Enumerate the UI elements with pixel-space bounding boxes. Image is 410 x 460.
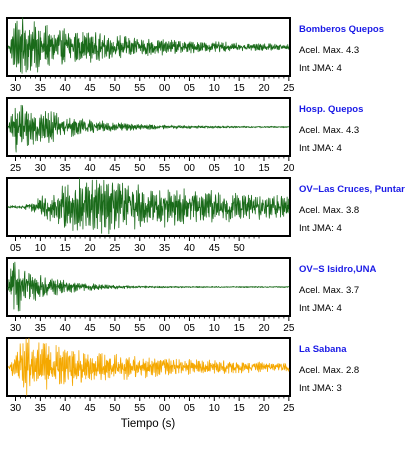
x-tick-label: 40	[60, 83, 72, 94]
x-tick-label: 20	[84, 243, 96, 254]
x-tick-label: 05	[10, 243, 22, 254]
x-tick-label: 30	[35, 163, 47, 174]
max-accel-label: Acel. Max. 3.7	[299, 285, 359, 296]
panel-4: 30 35 40 45 50 55 00 05 10 15 20 25 OV−S Isidro,UNA A…	[6, 257, 376, 334]
waveform-series	[7, 261, 290, 312]
x-tick-label: 15	[234, 403, 246, 414]
x-tick-label: 35	[159, 243, 171, 254]
x-tick-label: 25	[283, 403, 295, 414]
x-tick-label: 25	[10, 163, 22, 174]
x-tick-label: 50	[234, 243, 246, 254]
station-name: Hosp. Quepos	[299, 104, 363, 115]
x-tick-label: 55	[134, 403, 146, 414]
x-tick-label: 20	[258, 83, 270, 94]
x-tick-label: 00	[159, 83, 171, 94]
x-tick-label: 10	[234, 163, 246, 174]
x-tick-label: 25	[283, 83, 295, 94]
x-tick-label: 10	[209, 83, 221, 94]
x-tick-label: 10	[209, 323, 221, 334]
x-tick-label: 15	[234, 323, 246, 334]
panel-frame	[6, 177, 291, 237]
station-name: Bomberos Quepos	[299, 24, 384, 35]
x-tick-label: 40	[84, 163, 96, 174]
waveform-series	[7, 104, 290, 153]
x-tick-label: 25	[283, 323, 295, 334]
x-tick-label: 00	[159, 323, 171, 334]
x-tick-label: 25	[109, 243, 121, 254]
x-tick-label: 35	[35, 323, 47, 334]
x-tick-label: 45	[84, 403, 96, 414]
x-tick-label: 40	[60, 323, 72, 334]
x-tick-label: 10	[35, 243, 47, 254]
x-tick-label: 45	[109, 163, 121, 174]
panel-5: 30 35 40 45 50 55 00 05 10 15 20 25 La Sabana Acel. M…	[6, 337, 359, 414]
panel-2: 25 30 35 40 45 50 55 00 05 10 15 20 Hosp. Quepos Acel…	[6, 97, 363, 174]
x-tick-label: 40	[184, 243, 196, 254]
panel-frame	[6, 257, 291, 317]
x-tick-label: 50	[109, 323, 121, 334]
x-tick-label: 05	[184, 403, 196, 414]
panel-frame	[6, 17, 291, 77]
station-name: OV−Las Cruces, Puntar	[299, 184, 405, 195]
jma-intensity-label: Int JMA: 4	[299, 303, 342, 314]
x-tick-label: 15	[234, 83, 246, 94]
x-tick-label: 05	[209, 163, 221, 174]
waveform-series	[7, 338, 290, 396]
x-tick-label: 20	[258, 403, 270, 414]
jma-intensity-label: Int JMA: 4	[299, 63, 342, 74]
x-tick-label: 30	[10, 403, 22, 414]
max-accel-label: Acel. Max. 3.8	[299, 205, 359, 216]
x-tick-label: 20	[283, 163, 295, 174]
x-tick-label: 20	[258, 323, 270, 334]
panel-frame	[6, 97, 291, 157]
x-tick-label: 00	[159, 403, 171, 414]
x-tick-label: 00	[184, 163, 196, 174]
x-tick-label: 45	[209, 243, 221, 254]
max-accel-label: Acel. Max. 4.3	[299, 45, 359, 56]
x-tick-label: 45	[84, 83, 96, 94]
x-tick-label: 30	[10, 323, 22, 334]
max-accel-label: Acel. Max. 2.8	[299, 365, 359, 376]
x-tick-label: 30	[10, 83, 22, 94]
x-tick-label: 35	[35, 83, 47, 94]
station-name: OV−S Isidro,UNA	[299, 264, 376, 275]
panel-1: 30 35 40 45 50 55 00 05 10 15 20 25 Bomberos Quepos A…	[6, 17, 384, 94]
x-tick-label: 50	[134, 163, 146, 174]
x-tick-label: 55	[134, 83, 146, 94]
station-name: La Sabana	[299, 344, 347, 355]
waveform-series	[7, 17, 290, 74]
x-tick-label: 50	[109, 83, 121, 94]
x-tick-label: 30	[134, 243, 146, 254]
x-tick-label: 15	[60, 243, 72, 254]
x-tick-label: 55	[134, 323, 146, 334]
x-tick-label: 05	[184, 323, 196, 334]
jma-intensity-label: Int JMA: 3	[299, 383, 342, 394]
max-accel-label: Acel. Max. 4.3	[299, 125, 359, 136]
x-tick-label: 55	[159, 163, 171, 174]
x-tick-label: 45	[84, 323, 96, 334]
x-tick-label: 05	[184, 83, 196, 94]
panel-3: 05 10 15 20 25 30 35 40 45 50 OV−Las Cruces, Punta…	[6, 177, 405, 254]
jma-intensity-label: Int JMA: 4	[299, 143, 342, 154]
x-tick-label: 40	[60, 403, 72, 414]
x-tick-label: 35	[60, 163, 72, 174]
x-tick-label: 10	[209, 403, 221, 414]
x-tick-label: 15	[258, 163, 270, 174]
x-tick-label: 35	[35, 403, 47, 414]
jma-intensity-label: Int JMA: 4	[299, 223, 342, 234]
x-axis-label: Tiempo (s)	[121, 418, 176, 430]
waveform-series	[7, 177, 290, 235]
panel-frame	[6, 337, 291, 397]
x-tick-label: 50	[109, 403, 121, 414]
